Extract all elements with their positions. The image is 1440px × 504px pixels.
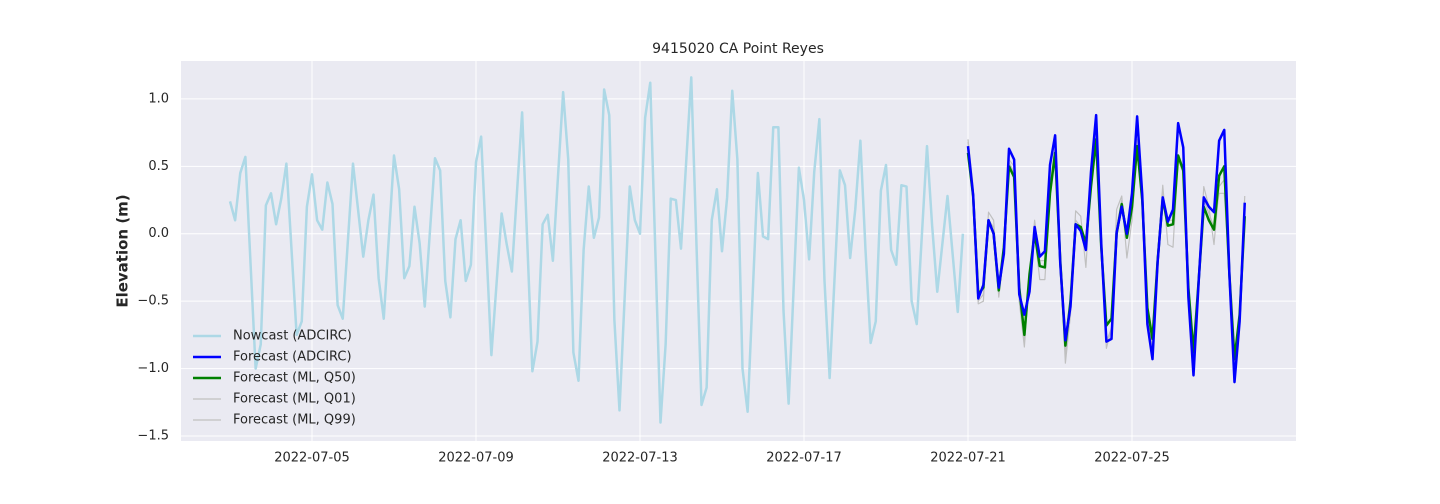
series-line — [966, 113, 1246, 384]
legend-label: Forecast (ML, Q99) — [233, 413, 356, 428]
x-tick-label: 2022-07-09 — [438, 451, 514, 466]
y-axis-label: Elevation (m) — [114, 194, 132, 307]
x-tick-label: 2022-07-13 — [602, 451, 678, 466]
x-tick-label: 2022-07-05 — [274, 451, 350, 466]
y-tick-label: −1.5 — [137, 429, 169, 444]
y-tick-label: −0.5 — [137, 294, 169, 309]
legend-label: Nowcast (ADCIRC) — [233, 329, 352, 344]
y-tick-label: −1.0 — [137, 361, 169, 376]
x-tick-label: 2022-07-17 — [766, 451, 842, 466]
legend-label: Forecast (ML, Q01) — [233, 392, 356, 407]
y-tick-label: 0.5 — [148, 159, 169, 174]
legend-label: Forecast (ML, Q50) — [233, 371, 356, 386]
legend-label: Forecast (ADCIRC) — [233, 350, 352, 365]
y-tick-label: 1.0 — [148, 91, 169, 106]
series-line — [228, 76, 965, 424]
y-tick-label: 0.0 — [148, 226, 169, 241]
chart-title: 9415020 CA Point Reyes — [652, 41, 824, 57]
x-tick-label: 2022-07-21 — [930, 451, 1006, 466]
x-tick-label: 2022-07-25 — [1094, 451, 1170, 466]
